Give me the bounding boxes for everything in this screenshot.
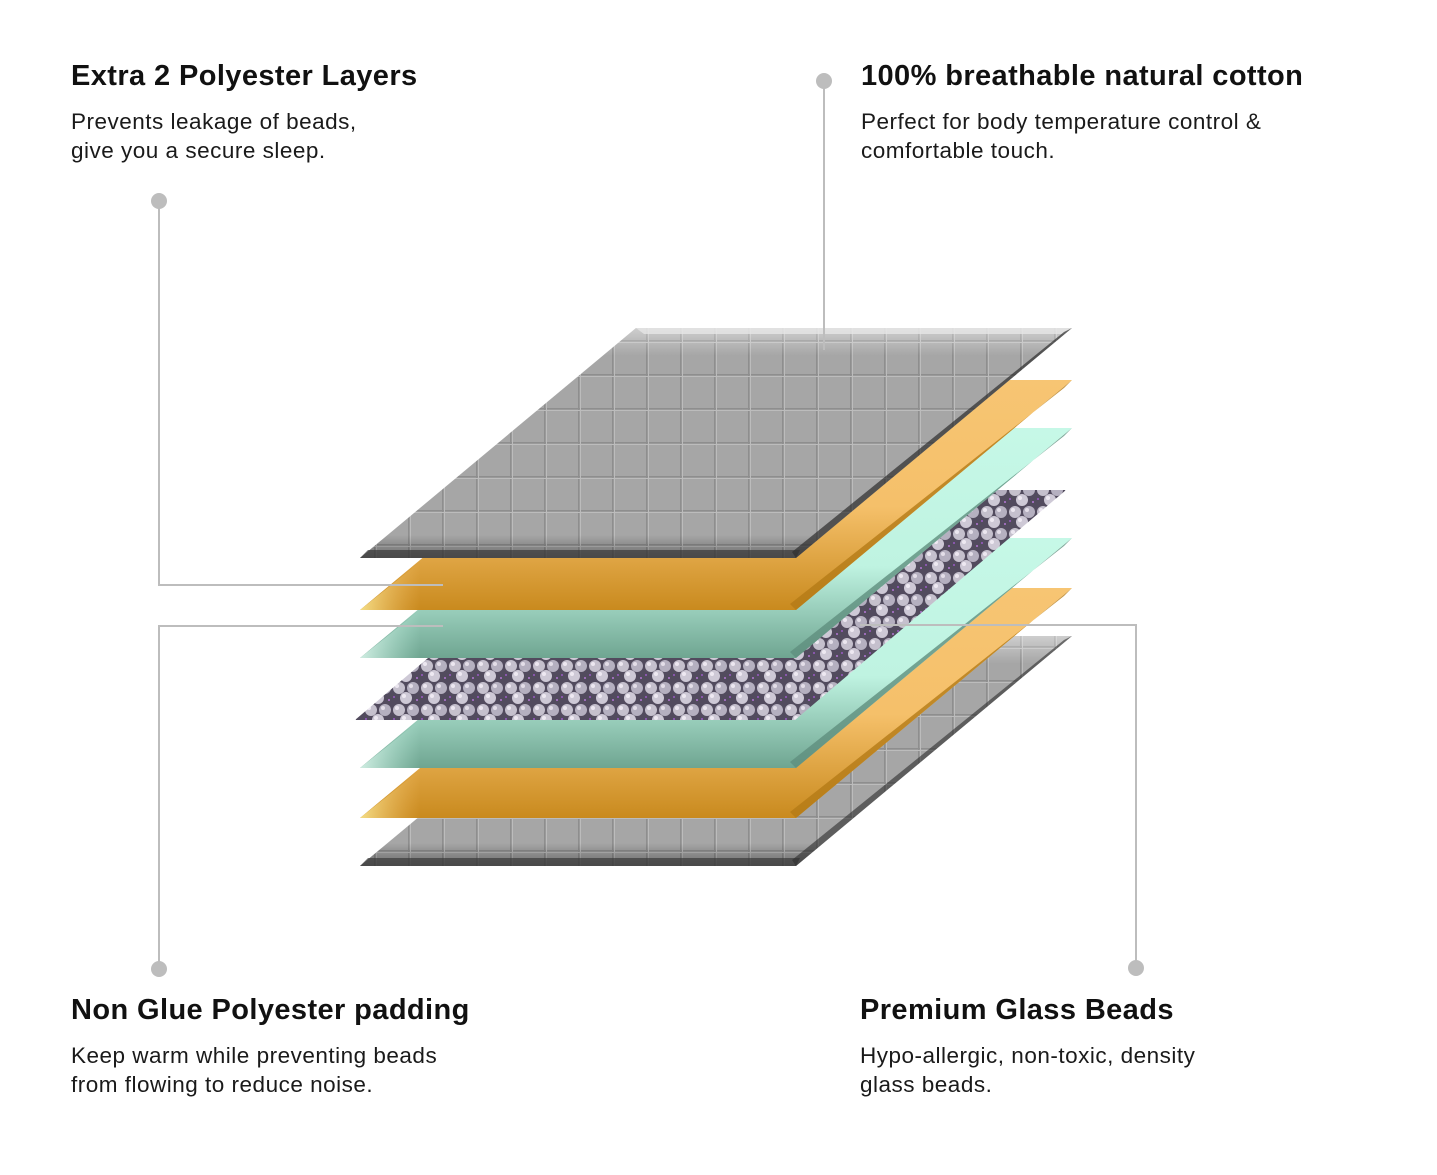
description-line: glass beads. (860, 1072, 993, 1097)
connector-line-bottom-right (860, 624, 1137, 968)
description-line: Prevents leakage of beads, (71, 109, 357, 134)
description-line: comfortable touch. (861, 138, 1056, 163)
callout-natural-cotton: 100% breathable natural cotton Perfect f… (861, 60, 1303, 165)
description-line: from flowing to reduce noise. (71, 1072, 374, 1097)
description-line: Hypo-allergic, non-toxic, density (860, 1043, 1196, 1068)
connector-line-top-left (158, 201, 443, 586)
callout-polyester-layers: Extra 2 Polyester Layers Prevents leakag… (71, 60, 418, 165)
callout-description: Prevents leakage of beads, give you a se… (71, 107, 418, 165)
description-line: Keep warm while preventing beads (71, 1043, 438, 1068)
description-line: Perfect for body temperature control & (861, 109, 1262, 134)
callout-description: Keep warm while preventing beads from fl… (71, 1041, 470, 1099)
callout-title: 100% breathable natural cotton (861, 60, 1304, 92)
callout-description: Hypo-allergic, non-toxic, density glass … (860, 1041, 1195, 1099)
callout-title: Extra 2 Polyester Layers (71, 60, 418, 92)
connector-dot-top-left (151, 193, 167, 209)
callout-title: Premium Glass Beads (860, 994, 1174, 1026)
layer-cotton-top (360, 328, 1072, 558)
callout-title: Non Glue Polyester padding (71, 994, 470, 1026)
connector-line-bottom-left (158, 625, 443, 969)
connector-dot-top-right (816, 73, 832, 89)
callout-glass-beads: Premium Glass Beads Hypo-allergic, non-t… (860, 994, 1195, 1099)
callout-description: Perfect for body temperature control & c… (861, 107, 1303, 165)
callout-polyester-padding: Non Glue Polyester padding Keep warm whi… (71, 994, 470, 1099)
description-line: give you a secure sleep. (71, 138, 326, 163)
connector-dot-bottom-left (151, 961, 167, 977)
connector-dot-bottom-right (1128, 960, 1144, 976)
